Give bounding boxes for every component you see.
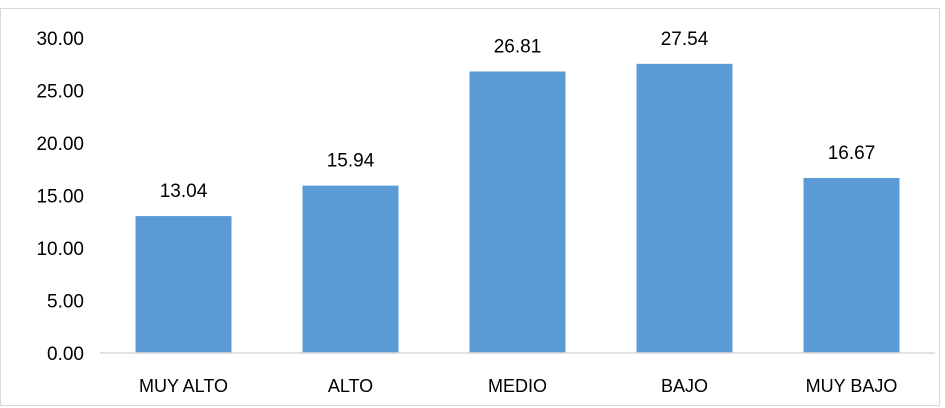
bars-group	[135, 63, 900, 354]
bar-value-label: 26.81	[494, 36, 542, 57]
x-category-label: ALTO	[328, 376, 373, 396]
bar	[636, 63, 733, 353]
data-labels-group: 13.04 15.94 26.81 27.54 16.67	[160, 29, 876, 202]
y-tick-label: 30.00	[36, 29, 84, 50]
x-category-label: MEDIO	[488, 376, 547, 396]
bar	[469, 71, 566, 354]
x-category-label: BAJO	[661, 376, 708, 396]
y-tick-label: 5.00	[47, 292, 84, 313]
y-axis-ticks: 0.00 5.00 10.00 15.00 20.00 25.00 30.00	[36, 29, 84, 365]
bar	[803, 177, 900, 353]
bar	[135, 216, 232, 353]
x-category-label: MUY ALTO	[139, 376, 228, 396]
x-category-label: MUY BAJO	[806, 376, 898, 396]
y-tick-label: 25.00	[36, 82, 84, 103]
y-tick-label: 15.00	[36, 187, 84, 208]
bar	[302, 185, 399, 353]
y-tick-label: 0.00	[47, 344, 84, 365]
bar-value-label: 13.04	[160, 181, 208, 202]
y-tick-label: 20.00	[36, 134, 84, 155]
bar-value-label: 15.94	[327, 151, 375, 172]
bar-value-label: 27.54	[661, 29, 709, 50]
y-tick-label: 10.00	[36, 239, 84, 260]
bar-value-label: 16.67	[828, 143, 876, 164]
x-axis-labels: MUY ALTO ALTO MEDIO BAJO MUY BAJO	[139, 376, 897, 396]
